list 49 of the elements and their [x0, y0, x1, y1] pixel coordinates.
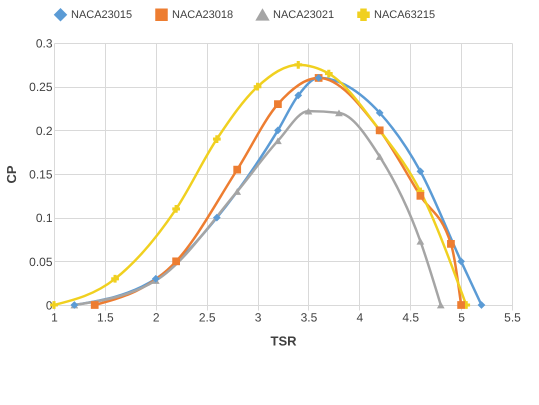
- x-tick-label: 2.5: [198, 310, 216, 324]
- point: [416, 168, 424, 176]
- x-tick-label: 3: [254, 310, 262, 324]
- point: [416, 238, 424, 245]
- point: [416, 192, 424, 200]
- x-tick-label: 3.5: [300, 310, 318, 324]
- x-tick-label: 4.5: [402, 310, 420, 324]
- point: [324, 70, 333, 78]
- point: [152, 274, 160, 283]
- y-tick-label: 0.25: [29, 80, 53, 94]
- y-tick-label: 0.3: [36, 36, 53, 50]
- y-tick-label: 0.15: [29, 168, 53, 182]
- point: [172, 205, 180, 213]
- point: [457, 257, 465, 266]
- y-tick-label: 0.05: [29, 254, 53, 269]
- point: [233, 188, 242, 195]
- y-tick-label: 0.2: [36, 124, 53, 138]
- point: [304, 108, 312, 114]
- point: [478, 301, 486, 309]
- point: [172, 257, 180, 266]
- point: [111, 274, 119, 283]
- point: [274, 137, 282, 144]
- point: [294, 92, 302, 100]
- point: [436, 302, 445, 308]
- point: [274, 126, 282, 134]
- point: [212, 214, 221, 222]
- point: [233, 166, 242, 174]
- point: [376, 108, 384, 117]
- legend-label: NACA23015: [71, 8, 132, 21]
- x-tick-label: 2: [152, 310, 160, 324]
- point: [335, 110, 343, 116]
- point: [376, 153, 384, 160]
- x-tick-label: 1: [51, 310, 58, 324]
- point: [212, 135, 221, 143]
- y-axis-title: CP: [4, 165, 20, 184]
- point: [274, 100, 282, 108]
- x-tick-label: 1.5: [97, 310, 114, 324]
- point: [294, 60, 302, 69]
- x-tick-label: 5: [458, 310, 466, 324]
- point: [90, 301, 99, 309]
- x-tick-label: 4: [356, 310, 364, 324]
- legend-label: NACA23018: [172, 8, 234, 21]
- point: [447, 240, 455, 248]
- y-tick-label: 0.1: [36, 211, 53, 226]
- legend-label: NACA63215: [374, 8, 436, 21]
- x-tick-label: 5.5: [504, 310, 522, 324]
- x-axis-title: TSR: [270, 334, 298, 348]
- legend-label: NACA23021: [273, 9, 334, 22]
- point: [254, 82, 262, 91]
